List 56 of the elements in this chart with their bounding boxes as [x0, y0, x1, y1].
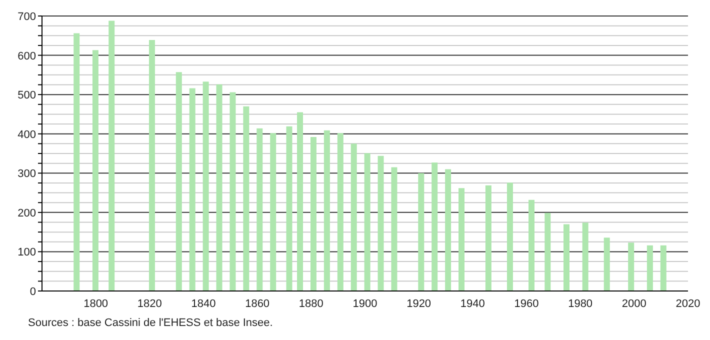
x-tick-label: 2000 [622, 298, 646, 310]
bar [582, 222, 588, 291]
bar [230, 92, 236, 291]
bar [74, 33, 80, 291]
bar [337, 133, 344, 291]
y-tick-label: 0 [30, 286, 36, 298]
x-tick-label: 1960 [514, 298, 539, 310]
bar [432, 162, 438, 291]
y-tick-label: 200 [18, 207, 36, 220]
x-tick-label: 2020 [676, 298, 700, 310]
source-note: Sources : base Cassini de l'EHESS et base Insee. [28, 317, 274, 329]
bar [148, 40, 155, 291]
bar [528, 200, 534, 291]
y-tick-label: 600 [18, 50, 36, 62]
bar [243, 106, 250, 291]
bar [660, 245, 666, 291]
bar [604, 238, 610, 291]
x-tick-label: 1800 [84, 298, 108, 310]
bar [176, 72, 182, 291]
x-tick-label: 1860 [245, 298, 270, 310]
bar [445, 169, 452, 291]
bar [628, 242, 634, 291]
bar [458, 188, 465, 291]
bar [350, 144, 357, 291]
y-tick-label: 300 [18, 168, 36, 180]
x-tick-label: 1940 [460, 298, 485, 310]
bar [310, 137, 316, 291]
bar [506, 182, 513, 291]
bar [108, 20, 115, 291]
bar [202, 82, 209, 291]
bar [563, 224, 570, 291]
x-tick-label: 1840 [191, 298, 216, 310]
bar [544, 212, 551, 291]
bar [216, 84, 222, 291]
x-tick-label: 1900 [352, 298, 378, 310]
bar [391, 167, 398, 291]
bar [297, 112, 304, 291]
bar [485, 185, 492, 291]
y-tick-label: 400 [18, 128, 36, 141]
bar [364, 153, 370, 291]
x-tick-label: 1920 [406, 298, 432, 310]
bar [270, 133, 276, 291]
bar [256, 128, 263, 291]
bar [418, 173, 424, 291]
x-tick-label: 1980 [568, 298, 593, 310]
y-tick-label: 700 [18, 11, 36, 23]
x-tick-label: 1880 [298, 298, 324, 310]
bar [286, 126, 292, 291]
bar [646, 245, 653, 291]
x-tick-label: 1820 [137, 298, 162, 310]
bar [378, 156, 384, 291]
bar [189, 88, 196, 291]
y-tick-label: 100 [18, 246, 36, 259]
bar [92, 50, 98, 291]
y-tick-label: 500 [18, 90, 36, 102]
bar [324, 130, 330, 291]
